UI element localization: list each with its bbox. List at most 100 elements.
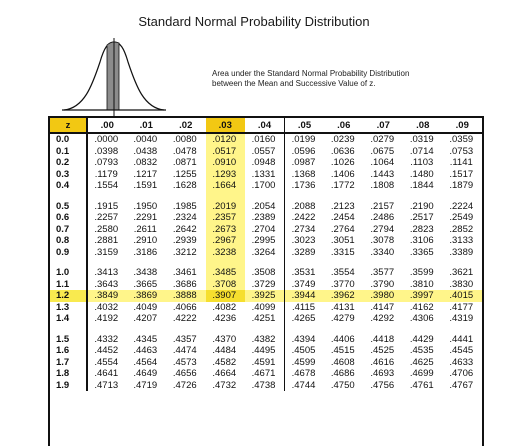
table-cell: .4319 [449, 313, 474, 324]
table-cell: .0160 [245, 133, 285, 146]
table-cell: .1406 [330, 168, 355, 180]
table-cell: .3106 [409, 235, 434, 246]
row-z-value: 0.7 [50, 223, 88, 235]
table-cell: .2794 [370, 223, 395, 235]
table-cell: .2357 [205, 212, 245, 224]
row-z-value: 1.8 [50, 368, 88, 380]
table-cell: .4015 [442, 290, 482, 302]
table-cell: .4699 [409, 368, 434, 379]
table-cell: .3599 [409, 267, 434, 278]
table-cell: .3997 [403, 290, 443, 302]
table-cell: .3438 [133, 267, 158, 278]
column-header: .09 [442, 118, 482, 134]
table-cell: .3023 [291, 235, 316, 246]
table-cell: .0557 [245, 145, 285, 157]
table-cell: .4525 [370, 345, 395, 356]
table-cell: .4633 [449, 356, 474, 368]
table-cell: .1879 [449, 180, 474, 191]
table-cell: .3133 [449, 235, 474, 246]
table-cell: .2389 [245, 212, 285, 224]
table-cell: .2422 [291, 212, 316, 223]
table-row: 1.4 .4192 .4207 .4222 .4236 .4251 .4265 .4279 .4… [50, 313, 482, 325]
row-z-value: 1.5 [50, 333, 88, 345]
table-cell: .3186 [133, 246, 158, 258]
table-cell: .0948 [245, 157, 285, 169]
table-cell: .4382 [245, 333, 285, 345]
z-table: z .00.01.02.03.04.05.06.07.08.09 0.0 .0000… [48, 116, 484, 446]
table-cell: .4474 [172, 345, 197, 356]
table-cell: .4573 [172, 356, 197, 368]
table-cell: .2611 [133, 223, 157, 235]
column-header: .03 [205, 118, 245, 134]
table-cell: .1915 [94, 200, 119, 212]
table-cell: .4357 [172, 333, 197, 345]
note-line: Area under the Standard Normal Probabili… [212, 69, 410, 78]
table-cell: .2454 [330, 212, 355, 223]
table-cell: .0199 [291, 134, 316, 145]
table-cell: .4452 [94, 345, 119, 356]
table-cell: .4706 [449, 368, 474, 379]
table-cell: .4463 [133, 345, 158, 356]
table-row: 1.0 .3413 .3438 .3461 .3485.3508 .3531 .3554 .3… [50, 267, 482, 279]
table-row: 0.1 .0398 .0438 .0478 .0517.0557 .0596 .0636 .0… [50, 145, 482, 157]
table-cell: .4099 [245, 301, 285, 313]
table-row: 1.8 .4641 .4649 .4656 .4664 .4671 .4678 .4686 .4… [50, 368, 482, 380]
table-row: 0.7 .2580 .2611 .2642 .2673.2704 .2734 .2764 .2… [50, 223, 482, 235]
row-z-value: 1.7 [50, 356, 88, 368]
column-header: .08 [403, 118, 443, 134]
row-z-value: 1.0 [50, 267, 88, 279]
table-cell: .1950 [133, 200, 158, 212]
row-z-value: 1.3 [50, 301, 88, 313]
table-cell: .3365 [409, 246, 434, 258]
column-header: .07 [363, 118, 403, 134]
table-cell: .3577 [370, 267, 395, 278]
table-cell: .2157 [370, 200, 395, 212]
table-cell: .4554 [94, 356, 119, 368]
table-cell: .0987 [291, 157, 316, 168]
table-cell: .3810 [409, 278, 434, 290]
table-row: 0.4 .1554 .1591 .1628 .1664.1700 .1736 .1772 .1… [50, 180, 482, 192]
table-cell: .4207 [133, 313, 158, 324]
column-header: .02 [166, 118, 206, 134]
table-cell: .4332 [94, 333, 119, 345]
header-row: z .00.01.02.03.04.05.06.07.08.09 [50, 118, 482, 134]
table-cell: .3925 [245, 290, 285, 302]
table-cell: .4732 [212, 379, 237, 391]
row-z-value: 0.6 [50, 212, 88, 224]
table-cell: .3907 [205, 290, 245, 302]
table-cell: .4591 [245, 356, 285, 368]
table-cell: .1985 [172, 200, 197, 212]
table-cell: .2673 [205, 223, 245, 235]
table-row: 1.6 .4452 .4463 .4474 .4484 .4495 .4505 .4515 .4… [50, 345, 482, 357]
row-z-value: 1.9 [50, 379, 88, 391]
table-cell: .0359 [449, 134, 474, 145]
table-row: 0.8 .2881 .2910 .2939 .2967.2995 .3023 .3051 .3… [50, 235, 482, 247]
table-cell: .4515 [330, 345, 355, 356]
table-row: 1.1 .3643 .3665 .3686 .3708.3729 .3749 .3770 .3… [50, 278, 482, 290]
table-description: Area under the Standard Normal Probabili… [212, 69, 409, 89]
table-cell: .3849 [87, 290, 127, 302]
table-cell: .4394 [291, 333, 316, 345]
column-header: .06 [324, 118, 364, 134]
table-cell: .1844 [409, 180, 434, 191]
table-cell: .0910 [205, 157, 245, 169]
table-cell: .1141 [449, 157, 473, 168]
table-cell: .0517 [205, 145, 245, 157]
table-cell: .4082 [212, 301, 237, 313]
table-cell: .2704 [245, 223, 285, 235]
table-cell: .2088 [291, 200, 316, 212]
row-z-value: 1.6 [50, 345, 88, 357]
table-cell: .3962 [324, 290, 364, 302]
table-cell: .1026 [330, 157, 355, 168]
table-cell: .0753 [449, 145, 474, 157]
row-z-value: 0.0 [50, 133, 88, 146]
header-z: z [50, 118, 88, 134]
table-cell: .1103 [410, 157, 434, 168]
table-row: 0.5 .1915 .1950 .1985 .2019.2054 .2088 .2123 .2… [50, 200, 482, 212]
table-cell: .3708 [205, 278, 245, 290]
table-row: 1.7 .4554 .4564 .4573 .4582 .4591 .4599 .4608 .4… [50, 356, 482, 368]
table-cell: .4616 [370, 356, 395, 368]
table-cell: .4713 [94, 379, 119, 391]
row-z-value: 0.4 [50, 180, 88, 192]
table-cell: .3888 [166, 290, 206, 302]
